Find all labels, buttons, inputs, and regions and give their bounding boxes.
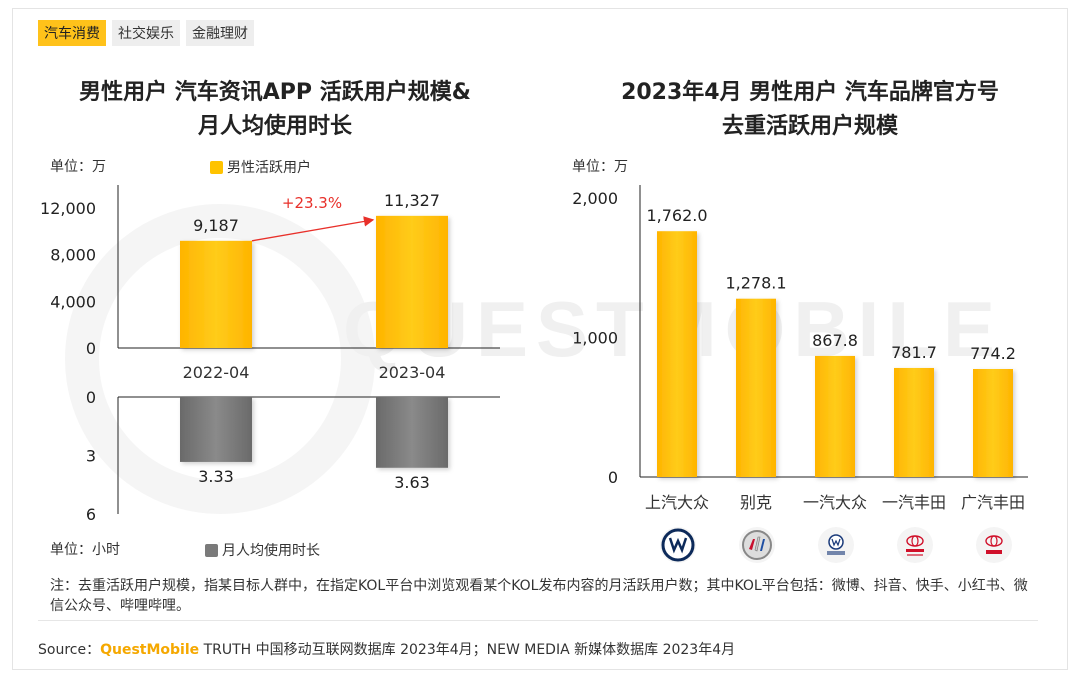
- legend-top: 男性活跃用户: [210, 157, 311, 177]
- footnote: 注：去重活跃用户规模，指某目标人群中，在指定KOL平台中浏览观看某个KOL发布内…: [50, 578, 1028, 614]
- legend-bottom: 月人均使用时长: [205, 540, 320, 560]
- footer-divider: [38, 620, 1038, 621]
- right-title-line1: 2023年4月 男性用户 汽车品牌官方号: [621, 80, 999, 105]
- right-bar: [657, 231, 697, 477]
- right-unit: 单位：万: [572, 159, 628, 175]
- toyota-logo-icon: [897, 527, 933, 563]
- bottom-bar-value-label: 3.63: [394, 473, 430, 492]
- bottom-y-tick-label: 0: [86, 388, 96, 407]
- right-bar-value-label: 774.2: [970, 344, 1016, 363]
- right-title-line2: 去重活跃用户规模: [721, 114, 898, 139]
- right-chart: 0 1,000 2,000 1,762.0 上汽大众 1,278.1 别克 867.8 一汽大众…: [572, 185, 1028, 512]
- right-bar: [973, 368, 1013, 477]
- source-rest: TRUTH 中国移动互联网数据库 2023年4月；NEW MEDIA 新媒体数据…: [199, 642, 736, 658]
- gac-toyota-logo-icon: [976, 527, 1012, 563]
- right-x-tick-label: 上汽大众: [645, 493, 709, 512]
- legend-bottom-swatch: [205, 543, 218, 557]
- category-tabs: 汽车消费 社交娱乐 金融理财: [38, 20, 254, 46]
- left-unit-bottom: 单位：小时: [50, 542, 120, 558]
- bottom-y-tick-label: 3: [86, 447, 96, 466]
- bottom-bar-value-label: 3.33: [198, 467, 234, 486]
- bottom-bar: [180, 397, 252, 462]
- top-y-tick-label: 8,000: [50, 246, 96, 265]
- source-line: Source：QuestMobile TRUTH 中国移动互联网数据库 2023…: [38, 639, 735, 659]
- right-x-tick-label: 广汽丰田: [961, 493, 1025, 512]
- source-prefix: Source：: [38, 642, 101, 658]
- faw-vw-logo-icon: [818, 527, 854, 563]
- right-bar: [815, 355, 855, 477]
- growth-arrow: [251, 216, 375, 242]
- top-y-tick-label: 0: [86, 339, 96, 358]
- right-bar-value-label: 867.8: [812, 331, 858, 350]
- right-bar: [894, 367, 934, 477]
- tab-auto[interactable]: 汽车消费: [38, 20, 106, 46]
- top-bar-value-label: 11,327: [384, 191, 440, 210]
- legend-top-swatch: [210, 160, 223, 174]
- right-bar-value-label: 1,762.0: [646, 206, 707, 225]
- top-y-tick-label: 4,000: [50, 292, 96, 311]
- top-chart: 0 4,000 8,000 12,000 9,187 2022-04 11,327 2023-…: [40, 185, 500, 382]
- right-bar-value-label: 1,278.1: [725, 274, 786, 293]
- right-x-tick-label: 一汽大众: [803, 493, 867, 512]
- right-x-tick-label: 别克: [740, 493, 772, 512]
- bottom-bar: [376, 397, 448, 468]
- left-unit-top: 单位：万: [50, 159, 106, 175]
- right-y-tick-label: 2,000: [572, 189, 618, 208]
- right-x-tick-label: 一汽丰田: [882, 493, 946, 512]
- vw-logo-icon: [660, 527, 696, 563]
- left-title-line1: 男性用户 汽车资讯APP 活跃用户规模&: [79, 80, 471, 105]
- right-chart-title: 2023年4月 男性用户 汽车品牌官方号 去重活跃用户规模: [590, 76, 1030, 144]
- legend-bottom-label: 月人均使用时长: [222, 543, 320, 559]
- buick-logo-icon: [739, 527, 775, 563]
- top-x-tick-label: 2023-04: [379, 363, 446, 382]
- left-chart-title: 男性用户 汽车资讯APP 活跃用户规模& 月人均使用时长: [55, 76, 495, 144]
- right-bar-value-label: 781.7: [891, 343, 937, 362]
- legend-top-label: 男性活跃用户: [227, 160, 311, 176]
- bottom-chart: 0 3 6 3.33 3.63: [86, 388, 500, 524]
- top-bar-value-label: 9,187: [193, 216, 239, 235]
- tab-finance[interactable]: 金融理财: [186, 20, 254, 46]
- source-brand: QuestMobile: [100, 642, 200, 658]
- growth-label: +23.3%: [282, 194, 342, 212]
- top-x-tick-label: 2022-04: [183, 363, 250, 382]
- right-y-tick-label: 1,000: [572, 329, 618, 348]
- bottom-y-tick-label: 6: [86, 505, 96, 524]
- top-bar: [180, 240, 252, 348]
- right-bar: [736, 298, 776, 477]
- top-bar: [376, 215, 448, 348]
- left-title-line2: 月人均使用时长: [197, 114, 352, 139]
- right-y-tick-label: 0: [608, 468, 618, 487]
- top-y-tick-label: 12,000: [40, 199, 96, 218]
- tab-social[interactable]: 社交娱乐: [112, 20, 180, 46]
